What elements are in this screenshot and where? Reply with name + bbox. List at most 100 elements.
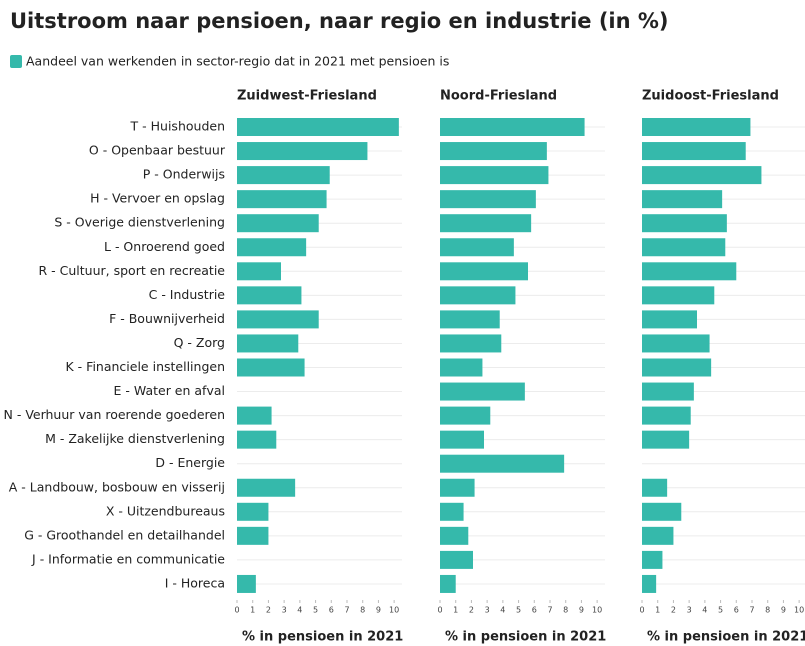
x-tick-label: 0 [234, 606, 239, 615]
x-tick-label: 10 [592, 606, 602, 615]
bar [440, 478, 475, 497]
x-tick-label: 5 [516, 606, 521, 615]
bar [237, 118, 399, 136]
bar [237, 526, 269, 545]
bar [440, 118, 585, 136]
bar [237, 262, 281, 281]
category-label: X - Uitzendbureaus [106, 503, 225, 518]
x-tick-label: 8 [360, 606, 365, 615]
bar [237, 166, 330, 185]
x-tick-label: 6 [734, 606, 739, 615]
x-tick-label: 7 [344, 606, 349, 615]
x-axis-label: % in pensioen in 2021 [242, 630, 403, 645]
x-tick-label: 10 [794, 606, 804, 615]
bar [642, 478, 668, 497]
category-label: N - Verhuur van roerende goederen [4, 407, 225, 422]
bar [440, 382, 525, 401]
bar [440, 406, 491, 425]
x-tick-label: 5 [313, 606, 318, 615]
bar [440, 430, 484, 449]
category-label: Q - Zorg [174, 335, 225, 350]
bar [440, 574, 456, 593]
bar [237, 334, 299, 353]
x-tick-label: 9 [376, 606, 381, 615]
x-tick-label: 2 [671, 606, 676, 615]
bar [440, 166, 549, 185]
x-tick-label: 8 [765, 606, 770, 615]
category-label: E - Water en afval [114, 383, 225, 398]
bar [237, 190, 327, 209]
x-tick-label: 0 [639, 606, 644, 615]
panel-title: Zuidoost-Friesland [642, 89, 779, 104]
bar [642, 142, 746, 161]
bar [237, 142, 368, 161]
panel-title: Noord-Friesland [440, 89, 557, 104]
x-tick-label: 9 [781, 606, 786, 615]
bar [440, 262, 528, 281]
bar [642, 430, 690, 449]
category-label: F - Bouwnijverheid [109, 311, 225, 326]
bar [642, 358, 712, 377]
chart-title: Uitstroom naar pensioen, naar regio en i… [10, 9, 669, 33]
x-tick-label: 6 [329, 606, 334, 615]
bar [642, 214, 727, 233]
bar [440, 358, 483, 377]
bar [440, 454, 565, 473]
category-label: J - Informatie en communicatie [31, 551, 225, 566]
category-label: R - Cultuur, sport en recreatie [39, 263, 226, 278]
bar [642, 502, 682, 521]
x-tick-label: 2 [469, 606, 474, 615]
x-tick-label: 3 [485, 606, 490, 615]
x-tick-label: 1 [250, 606, 255, 615]
bar [642, 310, 697, 329]
x-tick-label: 7 [547, 606, 552, 615]
bar [237, 310, 319, 329]
bar [642, 286, 715, 305]
bar [440, 310, 500, 329]
x-tick-label: 9 [579, 606, 584, 615]
category-label: M - Zakelijke dienstverlening [45, 431, 225, 446]
category-label: S - Overige dienstverlening [54, 215, 225, 230]
bar [237, 358, 305, 377]
bar [642, 262, 737, 281]
bar [237, 502, 269, 521]
x-tick-label: 5 [718, 606, 723, 615]
category-label: C - Industrie [149, 287, 226, 302]
x-tick-label: 1 [655, 606, 660, 615]
category-label: A - Landbouw, bosbouw en visserij [9, 479, 225, 494]
x-axis-label: % in pensioen in 2021 [647, 630, 805, 645]
bar [440, 334, 502, 353]
bar [440, 502, 464, 521]
bar [642, 166, 762, 185]
x-tick-label: 4 [500, 606, 505, 615]
x-tick-label: 6 [532, 606, 537, 615]
x-axis-label: % in pensioen in 2021 [445, 630, 606, 645]
legend-label: Aandeel van werkenden in sector-regio da… [26, 54, 449, 69]
bar [642, 334, 710, 353]
panel-title: Zuidwest-Friesland [237, 89, 377, 104]
bar [237, 286, 302, 305]
bar [642, 118, 751, 136]
x-tick-label: 4 [702, 606, 707, 615]
x-tick-label: 1 [453, 606, 458, 615]
bar [642, 406, 691, 425]
category-label: H - Vervoer en opslag [90, 191, 225, 206]
x-tick-label: 7 [749, 606, 754, 615]
bar [642, 382, 694, 401]
category-label: L - Onroerend goed [104, 239, 225, 254]
bar [237, 406, 272, 425]
bar [642, 190, 723, 209]
bar [440, 214, 532, 233]
bar [642, 238, 726, 257]
bar [237, 214, 319, 233]
x-tick-label: 0 [437, 606, 442, 615]
bar [440, 238, 514, 257]
x-tick-label: 2 [266, 606, 271, 615]
bar [237, 430, 277, 449]
bar [440, 286, 516, 305]
bar [642, 526, 674, 545]
bar [440, 526, 469, 545]
legend-swatch [10, 55, 22, 68]
bar [440, 142, 547, 161]
